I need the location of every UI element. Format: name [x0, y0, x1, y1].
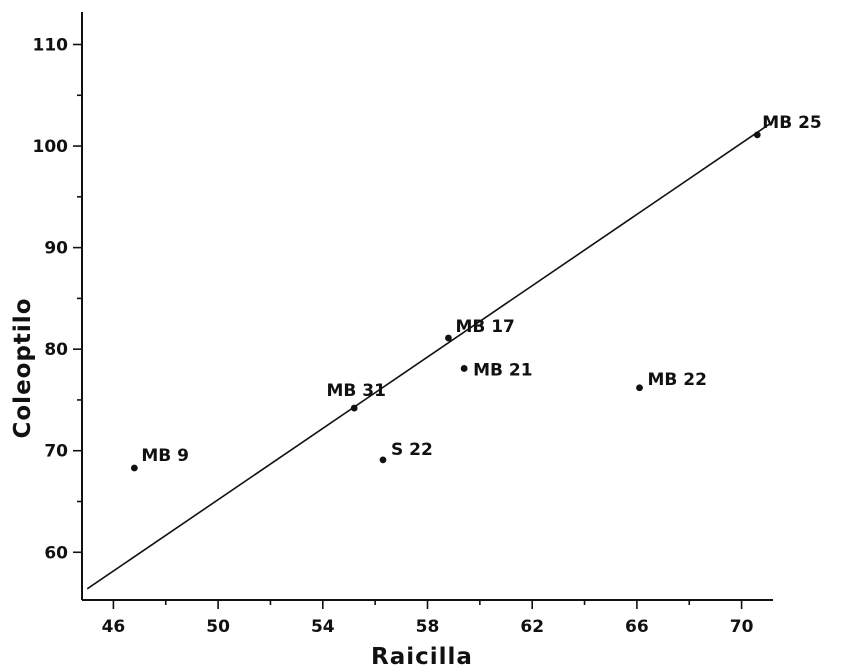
y-axis-title: Coleoptilo [10, 298, 36, 439]
regression-line-group [86, 121, 774, 590]
x-tick-label: 66 [625, 617, 649, 637]
data-point [445, 334, 452, 342]
x-axis-title: Raicilla [371, 644, 473, 668]
data-point-label: MB 22 [648, 370, 707, 390]
y-tick-label: 100 [33, 137, 69, 157]
x-tick-label: 62 [520, 617, 544, 637]
data-point [636, 384, 643, 392]
data-point-label: MB 17 [455, 317, 514, 337]
data-point [460, 365, 468, 372]
x-tick-label: 46 [102, 617, 126, 637]
data-point-label: MB 31 [326, 381, 385, 401]
y-tick-label: 80 [44, 340, 68, 360]
y-tick-label: 70 [44, 442, 68, 462]
data-point-label: MB 21 [473, 360, 532, 380]
x-tick-label: 50 [206, 617, 230, 637]
x-axis-ticks: 46 50 54 58 62 66 70 [102, 600, 754, 637]
data-points: MB 9 MB 31 S 22 MB 17 MB 21 MB 22 MB 25 [130, 113, 822, 472]
x-tick-label: 70 [730, 617, 754, 637]
data-point [753, 131, 761, 139]
axes [81, 12, 773, 601]
data-point [350, 404, 358, 412]
y-tick-label: 90 [44, 239, 68, 259]
regression-line [86, 121, 774, 590]
x-tick-label: 58 [416, 617, 440, 637]
x-tick-label: 54 [311, 617, 335, 637]
y-tick-label: 60 [44, 543, 68, 563]
data-point [379, 456, 387, 464]
y-tick-label: 110 [33, 35, 69, 55]
y-axis-ticks: 60 70 80 90 100 110 [33, 35, 82, 563]
data-point-label: S 22 [391, 440, 433, 460]
data-point-label: MB 9 [141, 446, 189, 466]
data-point [130, 464, 138, 472]
data-point-label: MB 25 [762, 113, 821, 133]
